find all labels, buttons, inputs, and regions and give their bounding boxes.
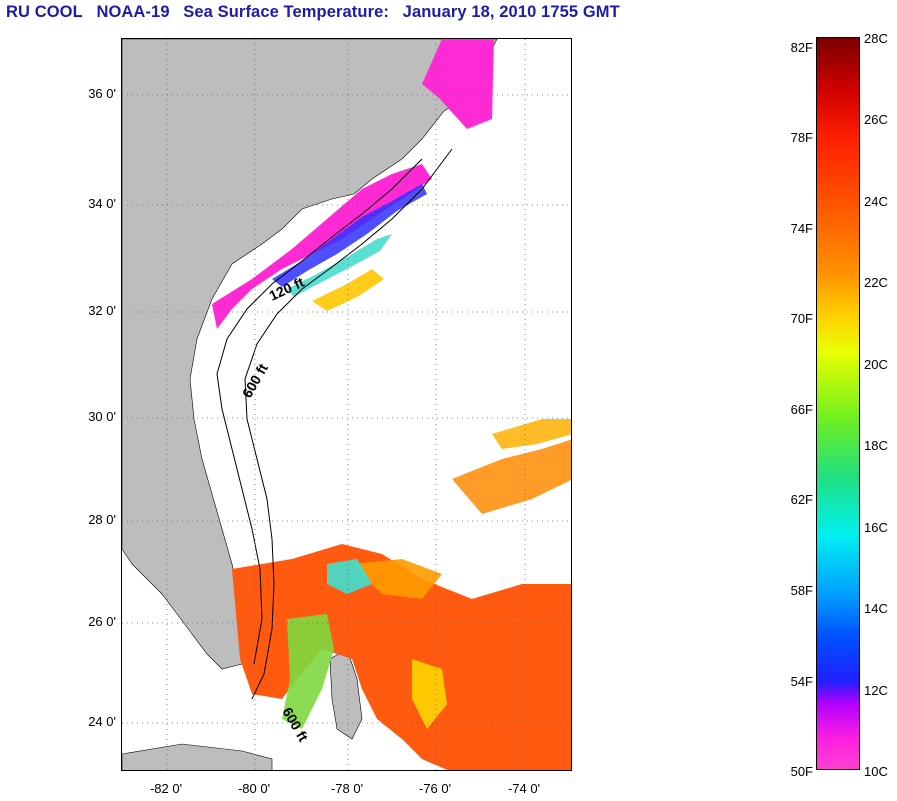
cb-c-12: 12C	[864, 683, 888, 698]
sst-scattered-north	[492, 419, 571, 449]
cb-c-20: 20C	[864, 357, 888, 372]
lat-tick-36: 36 0'	[88, 86, 116, 101]
lat-tick-26: 26 0'	[88, 614, 116, 629]
cb-c-16: 16C	[864, 520, 888, 535]
title-product: Sea Surface Temperature:	[183, 3, 389, 21]
sst-map-canvas: 120 ft 600 ft 600 ft	[122, 39, 571, 770]
cb-c-28: 28C	[864, 31, 888, 46]
cb-f-50: 50F	[790, 764, 813, 779]
sst-cyan-patch	[327, 559, 372, 594]
isobath-600ft	[244, 148, 453, 700]
sst-blue-band	[272, 184, 427, 287]
temperature-colorbar	[816, 37, 860, 770]
sst-cold-band	[422, 39, 494, 129]
title-date: January 18, 2010 1755 GMT	[402, 3, 620, 21]
cb-c-18: 18C	[864, 438, 888, 453]
cb-c-26: 26C	[864, 112, 888, 127]
graticule	[122, 39, 571, 770]
lon-tick-80: -80 0'	[237, 781, 271, 796]
lat-tick-24: 24 0'	[88, 714, 116, 729]
isobath-120ft	[216, 158, 423, 665]
cb-f-58: 58F	[790, 583, 813, 598]
sst-map: 120 ft 600 ft 600 ft	[121, 38, 572, 771]
sst-warm-region	[232, 544, 571, 770]
lon-tick-74: -74 0'	[507, 781, 541, 796]
cb-f-62: 62F	[790, 492, 813, 507]
cb-f-74: 74F	[790, 221, 813, 236]
sst-orange-patch	[352, 559, 442, 599]
lon-tick-82: -82 0'	[149, 781, 183, 796]
land-mass	[122, 39, 498, 670]
sst-green-patch	[282, 614, 334, 729]
lat-tick-28: 28 0'	[88, 512, 116, 527]
lat-tick-30: 30 0'	[88, 409, 116, 424]
cb-c-10: 10C	[864, 764, 888, 779]
title-source: RU COOL	[6, 3, 83, 21]
cb-c-14: 14C	[864, 601, 888, 616]
title-satellite: NOAA-19	[96, 3, 170, 21]
cb-f-54: 54F	[790, 674, 813, 689]
cb-c-22: 22C	[864, 275, 888, 290]
isobath-label-600ft: 600 ft	[239, 361, 271, 401]
cb-f-66: 66F	[790, 402, 813, 417]
cb-c-24: 24C	[864, 194, 888, 209]
cb-f-70: 70F	[790, 311, 813, 326]
cb-f-78: 78F	[790, 130, 813, 145]
lon-tick-76: -76 0'	[418, 781, 452, 796]
sst-yellow-patch-2	[412, 659, 447, 729]
lon-tick-78: -78 0'	[330, 781, 364, 796]
keys-land	[122, 743, 273, 770]
sst-scattered-clouds	[452, 439, 571, 514]
map-title: RU COOL NOAA-19 Sea Surface Temperature:…	[6, 3, 629, 22]
lat-tick-32: 32 0'	[88, 303, 116, 318]
cb-f-82: 82F	[790, 40, 813, 55]
lat-tick-34: 34 0'	[88, 196, 116, 211]
